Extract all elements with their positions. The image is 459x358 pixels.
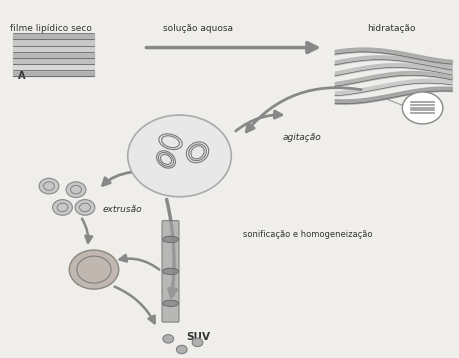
Text: A: A <box>17 71 25 81</box>
Circle shape <box>192 338 202 347</box>
Text: hidratação: hidratação <box>366 24 414 34</box>
Text: MLV: MLV <box>162 159 183 169</box>
Text: solução aquosa: solução aquosa <box>162 24 232 34</box>
Circle shape <box>75 200 95 215</box>
Text: SUV: SUV <box>186 332 210 342</box>
Text: sonificação e homogeneização: sonificação e homogeneização <box>242 229 371 238</box>
Ellipse shape <box>162 268 178 275</box>
Bar <box>13 40 94 45</box>
Circle shape <box>52 200 72 215</box>
FancyBboxPatch shape <box>162 221 179 322</box>
Bar <box>13 34 94 39</box>
Circle shape <box>162 335 174 343</box>
Bar <box>13 53 94 58</box>
Bar <box>13 59 94 64</box>
Text: filme lipídico seco: filme lipídico seco <box>10 24 92 34</box>
Circle shape <box>69 250 118 289</box>
Circle shape <box>176 345 187 354</box>
Circle shape <box>66 182 86 198</box>
Ellipse shape <box>162 236 178 243</box>
Circle shape <box>39 178 59 194</box>
Text: LUV: LUV <box>76 277 98 287</box>
Circle shape <box>402 92 442 124</box>
Bar <box>13 47 94 52</box>
Bar <box>13 65 94 70</box>
Text: agitação: agitação <box>282 133 321 142</box>
Text: extrusão: extrusão <box>103 205 142 214</box>
Circle shape <box>128 115 231 197</box>
Ellipse shape <box>162 300 178 306</box>
Bar <box>13 71 94 76</box>
